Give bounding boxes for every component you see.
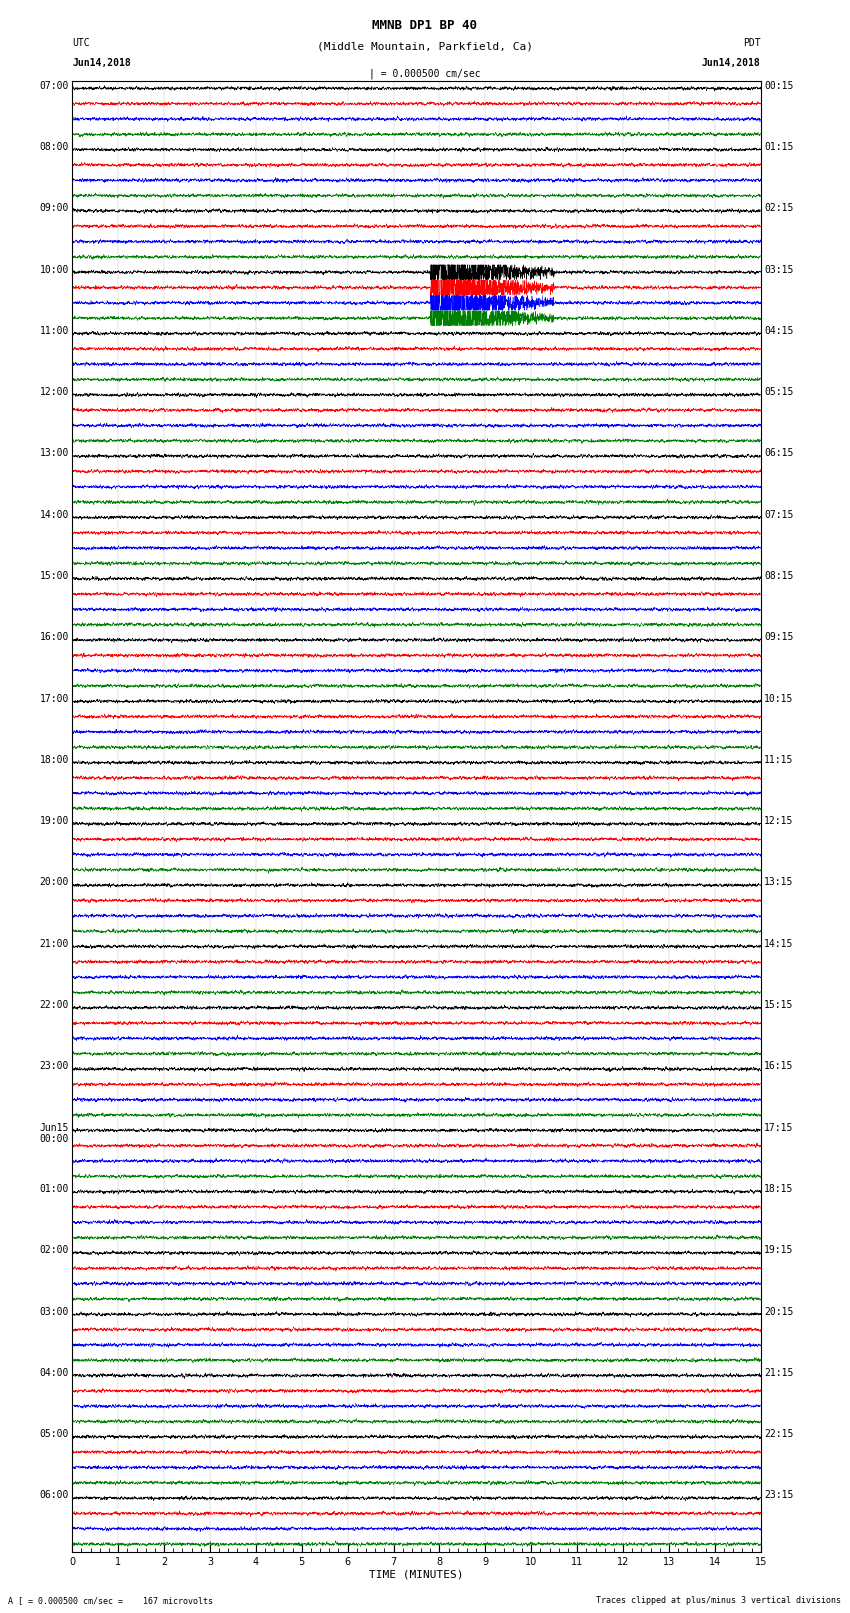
Text: 03:00: 03:00 (39, 1307, 69, 1316)
Text: 05:15: 05:15 (764, 387, 794, 397)
Text: 23:15: 23:15 (764, 1490, 794, 1500)
Text: 22:00: 22:00 (39, 1000, 69, 1010)
Text: 02:00: 02:00 (39, 1245, 69, 1255)
Text: 12:15: 12:15 (764, 816, 794, 826)
Text: Jun14,2018: Jun14,2018 (72, 58, 131, 68)
Text: (Middle Mountain, Parkfield, Ca): (Middle Mountain, Parkfield, Ca) (317, 42, 533, 52)
Text: 07:15: 07:15 (764, 510, 794, 519)
Text: 08:15: 08:15 (764, 571, 794, 581)
Text: 10:15: 10:15 (764, 694, 794, 703)
Text: 12:00: 12:00 (39, 387, 69, 397)
Text: 19:00: 19:00 (39, 816, 69, 826)
Text: 05:00: 05:00 (39, 1429, 69, 1439)
Text: 10:00: 10:00 (39, 265, 69, 274)
Text: 09:00: 09:00 (39, 203, 69, 213)
Text: 06:00: 06:00 (39, 1490, 69, 1500)
Text: 16:00: 16:00 (39, 632, 69, 642)
Text: 23:00: 23:00 (39, 1061, 69, 1071)
Text: 11:15: 11:15 (764, 755, 794, 765)
Text: 21:00: 21:00 (39, 939, 69, 948)
Text: 04:15: 04:15 (764, 326, 794, 336)
Text: | = 0.000500 cm/sec: | = 0.000500 cm/sec (369, 68, 481, 79)
Text: 19:15: 19:15 (764, 1245, 794, 1255)
Text: 07:00: 07:00 (39, 81, 69, 90)
Text: 16:15: 16:15 (764, 1061, 794, 1071)
Text: PDT: PDT (743, 39, 761, 48)
Text: 22:15: 22:15 (764, 1429, 794, 1439)
Text: 13:15: 13:15 (764, 877, 794, 887)
Text: 03:15: 03:15 (764, 265, 794, 274)
Text: 14:15: 14:15 (764, 939, 794, 948)
Text: 13:00: 13:00 (39, 448, 69, 458)
Text: A [ = 0.000500 cm/sec =    167 microvolts: A [ = 0.000500 cm/sec = 167 microvolts (8, 1595, 213, 1605)
Text: Jun15
00:00: Jun15 00:00 (39, 1123, 69, 1144)
Text: 04:00: 04:00 (39, 1368, 69, 1378)
Text: 17:15: 17:15 (764, 1123, 794, 1132)
Text: 06:15: 06:15 (764, 448, 794, 458)
Text: MMNB DP1 BP 40: MMNB DP1 BP 40 (372, 19, 478, 32)
Text: 18:00: 18:00 (39, 755, 69, 765)
Text: 21:15: 21:15 (764, 1368, 794, 1378)
Text: 17:00: 17:00 (39, 694, 69, 703)
Text: 02:15: 02:15 (764, 203, 794, 213)
Text: Traces clipped at plus/minus 3 vertical divisions: Traces clipped at plus/minus 3 vertical … (597, 1595, 842, 1605)
Text: 20:15: 20:15 (764, 1307, 794, 1316)
Text: 18:15: 18:15 (764, 1184, 794, 1194)
Text: 20:00: 20:00 (39, 877, 69, 887)
Text: 00:15: 00:15 (764, 81, 794, 90)
Text: Jun14,2018: Jun14,2018 (702, 58, 761, 68)
X-axis label: TIME (MINUTES): TIME (MINUTES) (369, 1569, 464, 1579)
Text: 08:00: 08:00 (39, 142, 69, 152)
Text: 01:00: 01:00 (39, 1184, 69, 1194)
Text: 15:15: 15:15 (764, 1000, 794, 1010)
Text: 14:00: 14:00 (39, 510, 69, 519)
Text: UTC: UTC (72, 39, 90, 48)
Text: 09:15: 09:15 (764, 632, 794, 642)
Text: 01:15: 01:15 (764, 142, 794, 152)
Text: 11:00: 11:00 (39, 326, 69, 336)
Text: 15:00: 15:00 (39, 571, 69, 581)
